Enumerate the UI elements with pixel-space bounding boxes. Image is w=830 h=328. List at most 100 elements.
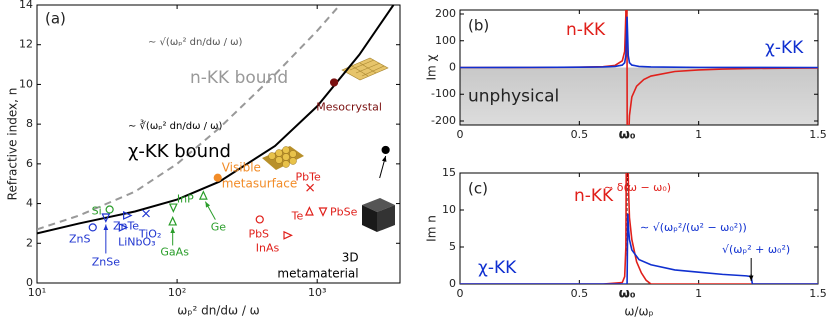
y-tick-label: 15: [442, 166, 456, 179]
curve-label: n-KK: [566, 20, 606, 40]
plot-frame: [459, 172, 819, 285]
arrow-head: [170, 227, 176, 233]
panel-label: (b): [468, 17, 489, 35]
point-label: ZnSe: [92, 255, 120, 268]
marker: [168, 203, 178, 213]
x-tick-label: 1: [695, 128, 702, 141]
point-label: Te: [291, 210, 304, 223]
y-tick-label: 0: [449, 277, 456, 290]
region-label: unphysical: [468, 86, 559, 106]
marker: [283, 230, 293, 240]
marker: [101, 213, 111, 223]
point-label: 3D: [342, 250, 359, 264]
x-tick-label: 1: [695, 287, 702, 300]
x-axis-label: ωₚ² dn/dω / ω: [177, 304, 259, 318]
x-tick-label: 10²: [168, 286, 186, 299]
panel-label: (c): [468, 180, 488, 198]
curve-label: χ-KK: [765, 38, 804, 58]
series-line: [37, 5, 395, 235]
point-label: LiNbO₃: [118, 235, 155, 248]
x-tick-label: 1.5: [809, 128, 827, 141]
formula: ∼ δ(ω − ω₀): [604, 181, 671, 194]
y-tick-label: 10: [442, 203, 456, 216]
marker: [198, 190, 208, 200]
series-line: [37, 5, 341, 231]
marker: [255, 215, 264, 224]
metasurface-inset: [262, 146, 304, 170]
y-tick-label: 5: [449, 240, 456, 253]
point-label: PbSe: [330, 206, 358, 219]
x-tick-label: 0: [457, 128, 464, 141]
curve-label: χ-KK: [478, 258, 517, 278]
marker: [142, 209, 150, 218]
marker: [304, 206, 314, 216]
formula: ∼ √(ωₚ²/(ω² − ω₀²)): [640, 221, 747, 234]
unphysical-region: [460, 67, 818, 125]
arrow-head: [381, 155, 387, 162]
y-axis-label: Im χ: [425, 54, 439, 80]
point-label: ZnS: [69, 232, 91, 245]
x-tick-label: ω₀: [619, 128, 636, 143]
x-tick-label: 0.5: [571, 287, 589, 300]
y-tick-label: 10: [19, 77, 33, 90]
curve-label: χ-KK bound: [128, 141, 231, 162]
y-tick-label: 4: [26, 197, 33, 210]
formula: ∼ √(ωₚ² dn/dω / ω): [148, 37, 243, 48]
series-line: [460, 16, 818, 69]
marker: [123, 211, 133, 220]
point-label: metamaterial: [277, 266, 358, 280]
point-label: Visible: [222, 160, 261, 174]
point-label: PbS: [248, 227, 269, 240]
formula: ∼ ∛(ωₚ² dn/dω / ω): [128, 119, 223, 132]
x-tick-label: 0.5: [571, 128, 589, 141]
y-tick-label: 0: [26, 276, 33, 289]
point-label: Si: [92, 205, 102, 218]
y-tick-label: 14: [19, 0, 33, 11]
curve-label: n-KK bound: [190, 68, 288, 88]
x-tick-label: 1.5: [809, 287, 827, 300]
x-axis-label: ω/ωₚ: [624, 305, 653, 319]
y-axis-label: Im n: [425, 215, 439, 242]
point-label: InP: [177, 193, 194, 206]
point-label: Ge: [211, 221, 227, 234]
marker: [118, 222, 129, 232]
y-tick-label: -100: [431, 87, 456, 100]
y-axis-label: Refractive index, n: [6, 88, 20, 201]
arrow-head: [748, 275, 754, 281]
marker: [329, 78, 339, 87]
x-tick-label: 10³: [308, 286, 326, 299]
metamaterial-inset: [362, 198, 395, 232]
marker: [168, 216, 178, 226]
curve-label: n-KK: [574, 186, 614, 206]
point-label: TiO₂: [138, 227, 162, 240]
y-tick-label: 200: [435, 7, 456, 20]
x-tick-label: 10¹: [28, 286, 46, 299]
point-label: ZnTe: [113, 220, 139, 233]
series-line: [460, 10, 818, 125]
plot-frame: [36, 4, 401, 284]
y-tick-label: 0: [449, 61, 456, 74]
formula: √(ωₚ² + ω₀²): [722, 243, 790, 256]
mesocrystal-inset: [341, 57, 389, 81]
point-label: PbTe: [295, 171, 320, 184]
series-group: [460, 10, 818, 125]
point-label: GaAs: [160, 245, 189, 258]
series-line: [460, 173, 818, 284]
marker: [88, 223, 97, 232]
y-tick-label: 12: [19, 38, 33, 51]
marker: [318, 207, 328, 217]
point-label: Mesocrystal: [316, 100, 382, 113]
marker: [381, 145, 390, 155]
arrow-head: [103, 224, 109, 230]
y-tick-label: 2: [26, 236, 33, 249]
arrow-head: [205, 201, 211, 208]
marker: [213, 173, 222, 182]
y-tick-label: 6: [26, 157, 33, 170]
point-label: InAs: [256, 241, 280, 254]
y-tick-label: -200: [431, 114, 456, 127]
y-tick-label: 100: [435, 34, 456, 47]
marker: [105, 205, 114, 214]
series-group: [37, 5, 395, 235]
